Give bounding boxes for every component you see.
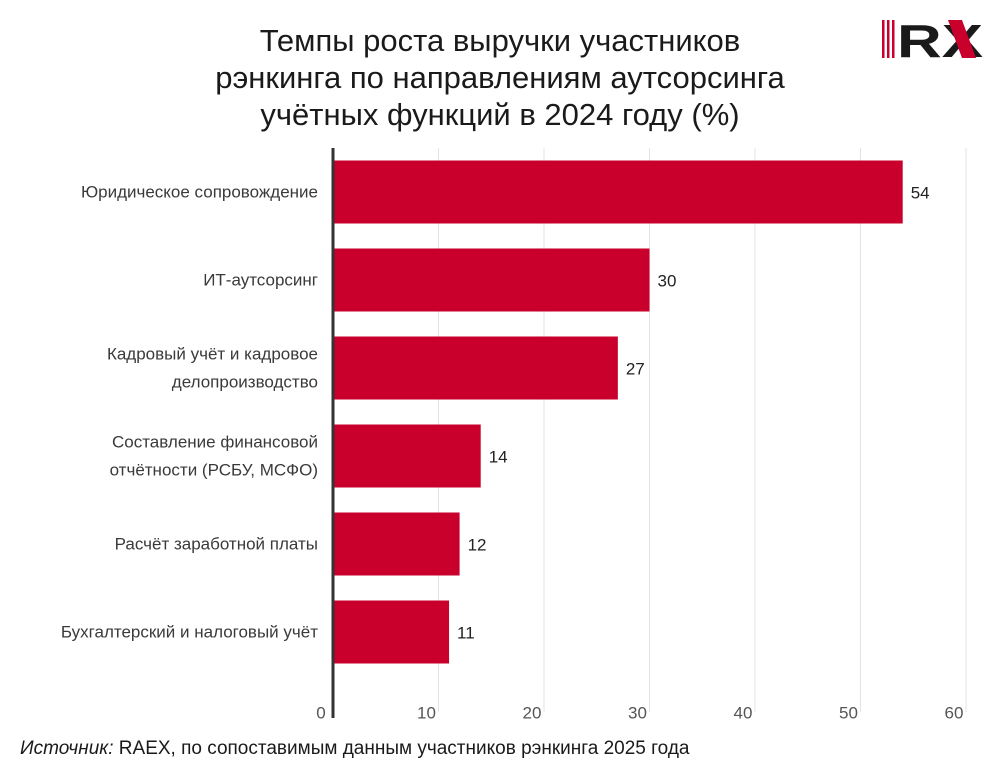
- bar: [333, 424, 481, 488]
- bar: [333, 336, 618, 400]
- category-label-line: делопроизводство: [172, 373, 318, 392]
- category-label-line: Юридическое сопровождение: [81, 183, 318, 202]
- source-note: Источник: RAEX, по сопоставимым данным у…: [20, 738, 689, 760]
- x-tick-label: 20: [523, 704, 542, 723]
- bar: [333, 160, 903, 224]
- x-tick-label: 60: [945, 704, 964, 723]
- bar-chart: 54 Юридическое сопровождение 30 ИТ-аутсорси…: [61, 148, 967, 723]
- category-label: Бухгалтерский и налоговый учёт: [61, 623, 318, 642]
- value-label: 12: [468, 536, 487, 555]
- bar: [333, 248, 650, 312]
- chart-title-line-2: рэнкинга по направлениям аутсорсинга: [215, 60, 785, 95]
- value-label: 30: [658, 272, 677, 291]
- x-tick-label: 40: [734, 704, 753, 723]
- category-label-line: отчётности (РСБУ, МСФО): [110, 461, 318, 480]
- category-label: Кадровый учёт и кадровое делопроизводство: [107, 345, 318, 392]
- tick-layer: 0 10 20 30 40 50 60: [316, 704, 963, 723]
- category-label-line: Расчёт заработной платы: [115, 535, 318, 554]
- category-label-line: Кадровый учёт и кадровое: [107, 345, 318, 364]
- bar: [333, 600, 450, 664]
- bar-layer: [333, 160, 903, 664]
- category-label: Юридическое сопровождение: [81, 183, 318, 202]
- bar: [333, 512, 460, 576]
- value-label: 14: [489, 448, 508, 467]
- category-label-line: Составление финансовой: [112, 433, 318, 452]
- value-label: 54: [911, 184, 930, 203]
- label-layer: 54 Юридическое сопровождение 30 ИТ-аутсорси…: [61, 183, 930, 643]
- chart-title-line-1: Темпы роста выручки участников: [259, 23, 741, 58]
- source-text: RAEX, по сопоставимым данным участников …: [113, 738, 690, 759]
- category-label: Составление финансовой отчётности (РСБУ, …: [110, 433, 318, 480]
- category-label-line: Бухгалтерский и налоговый учёт: [61, 623, 318, 642]
- x-tick-label: 0: [316, 704, 325, 723]
- chart-title: Темпы роста выручки участников рэнкинга …: [150, 22, 850, 133]
- x-tick-label: 10: [417, 704, 436, 723]
- value-label: 11: [457, 624, 475, 643]
- category-label: Расчёт заработной платы: [115, 535, 318, 554]
- raex-logo: RX: [882, 16, 983, 62]
- category-label-line: ИТ-аутсорсинг: [203, 271, 318, 290]
- source-prefix: Источник:: [20, 738, 114, 759]
- x-tick-label: 50: [839, 704, 858, 723]
- value-label: 27: [626, 360, 645, 379]
- chart-title-line-3: учётных функций в 2024 году (%): [260, 97, 740, 132]
- x-tick-label: 30: [628, 704, 647, 723]
- grid-layer: [438, 148, 967, 712]
- category-label: ИТ-аутсорсинг: [203, 271, 318, 290]
